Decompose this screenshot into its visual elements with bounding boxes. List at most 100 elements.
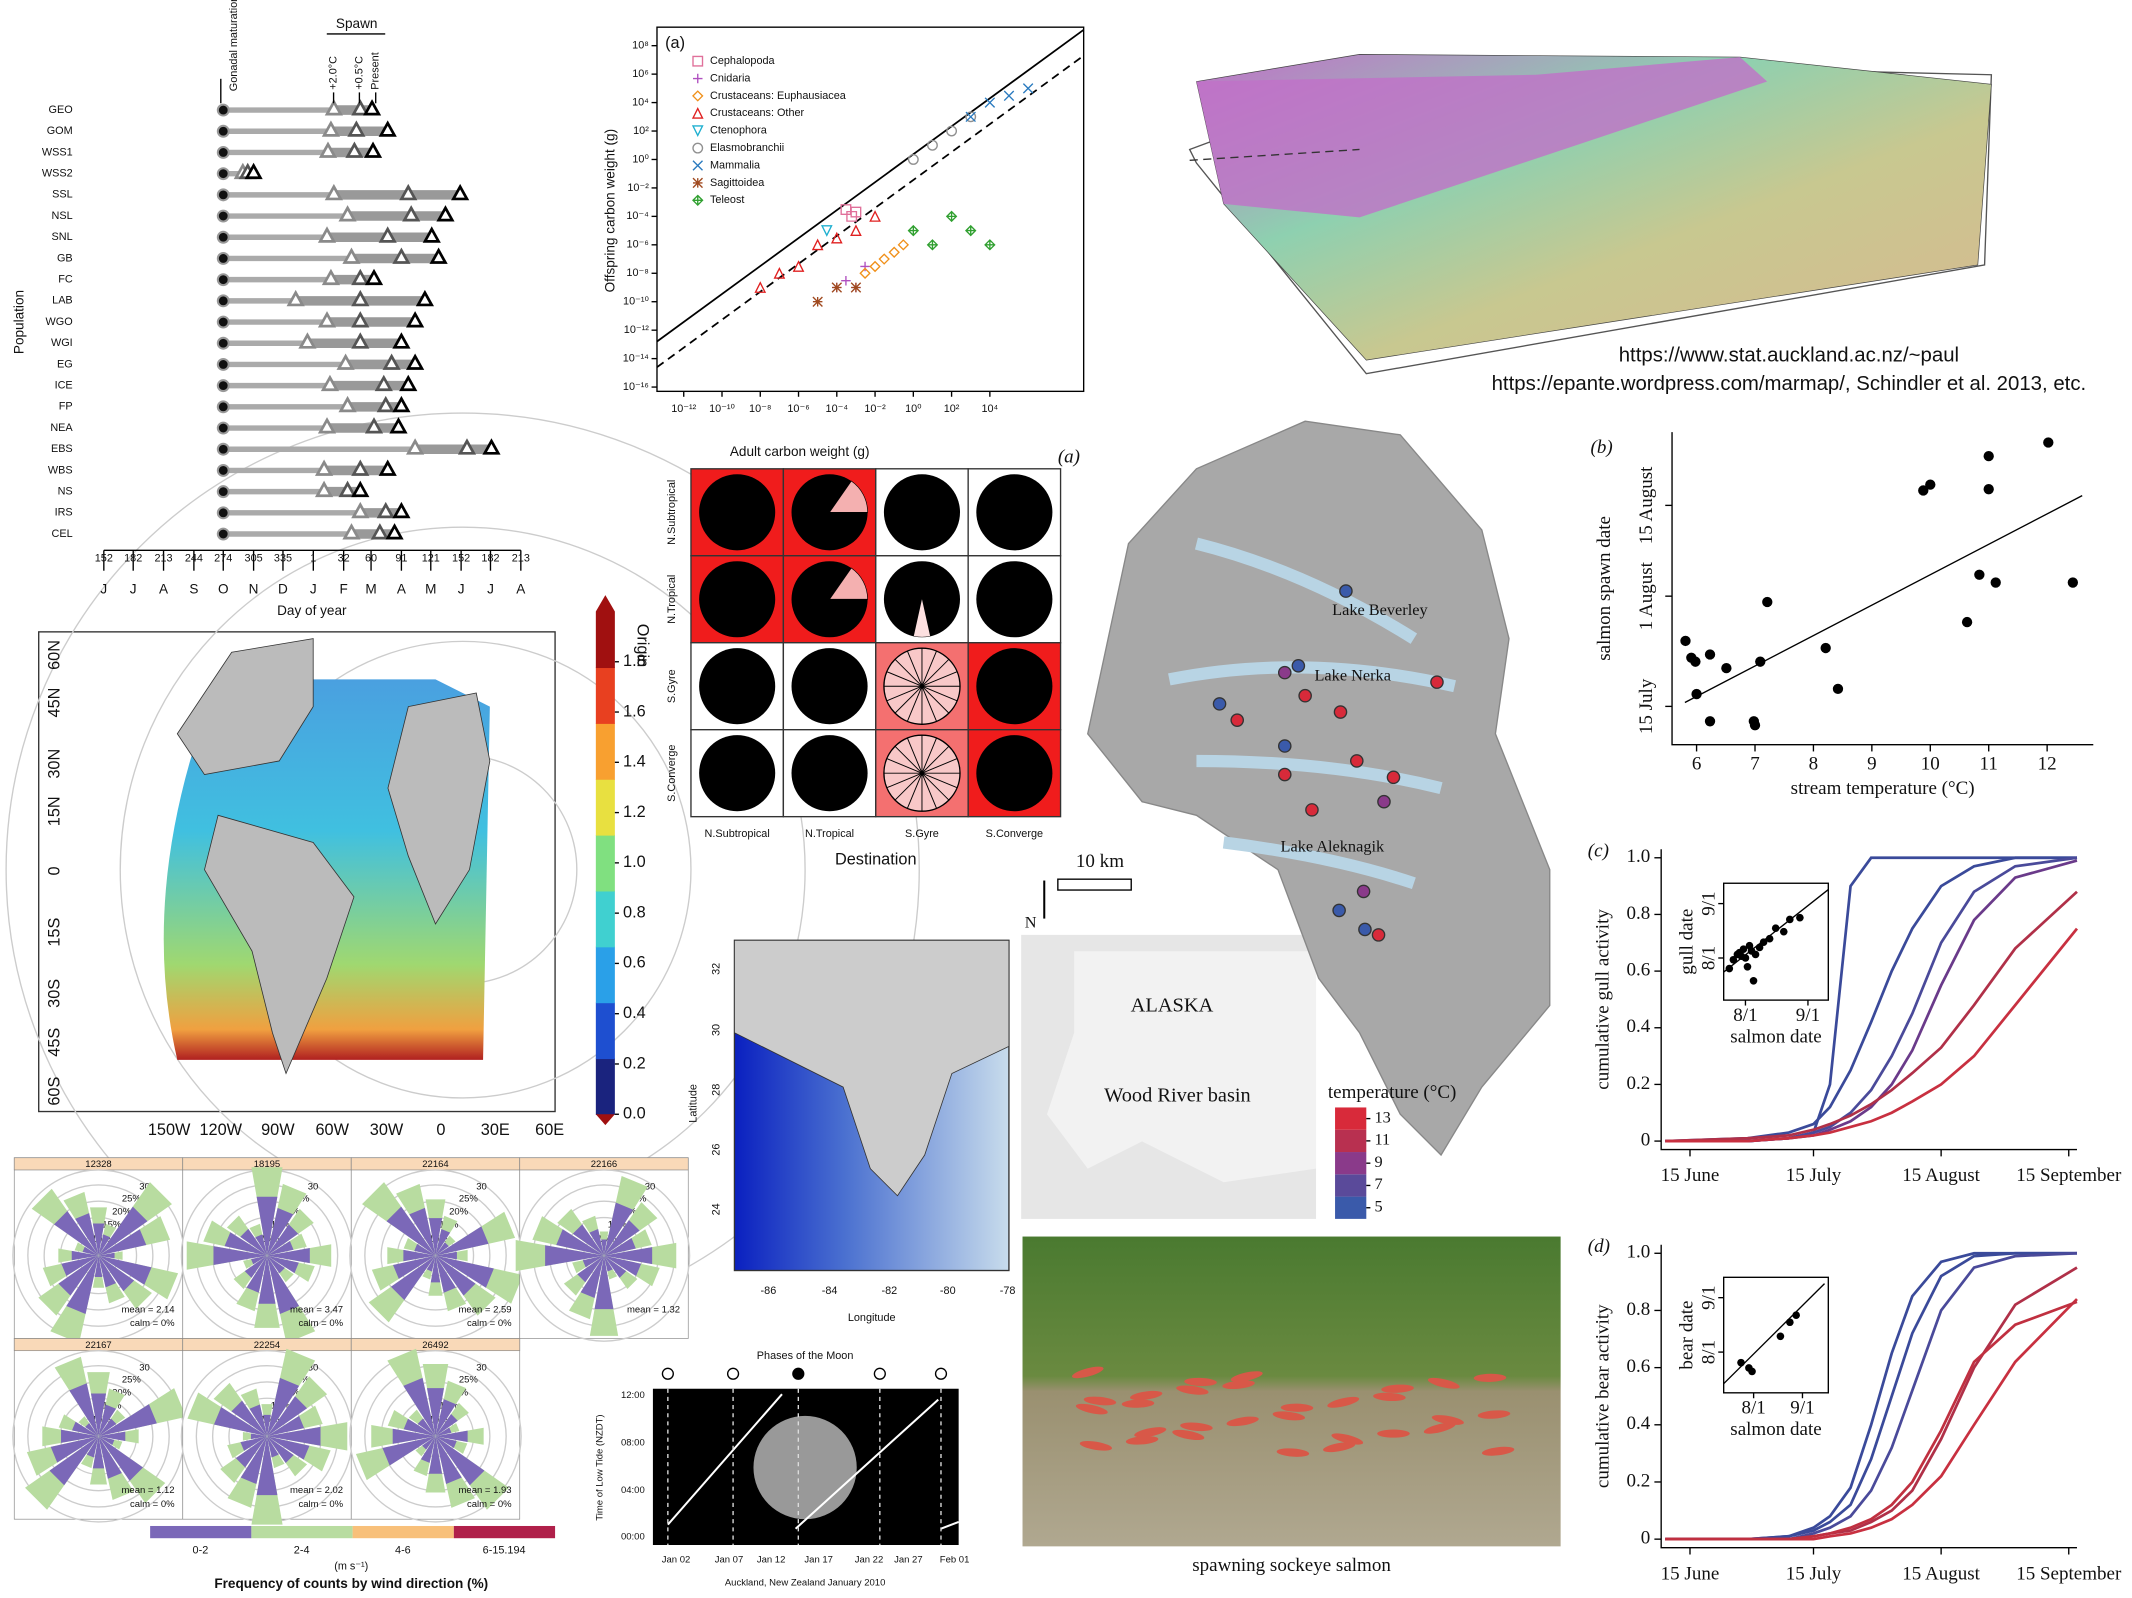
salmon (1272, 1411, 1306, 1421)
ring-label: 10% (597, 1234, 617, 1245)
x-tick-label: Feb 01 (940, 1554, 970, 1565)
y-tick-label: 0.6 (1627, 1356, 1651, 1377)
petal (577, 1255, 604, 1283)
petal (240, 1436, 267, 1485)
petal (435, 1436, 462, 1485)
petal (82, 1246, 99, 1256)
petal (594, 1255, 614, 1310)
y-tick-label: 10⁻⁴ (626, 210, 649, 222)
ring-label: 30 (139, 1362, 150, 1373)
petal (98, 1418, 117, 1437)
y-tick-label: 9/1 (1698, 891, 1719, 915)
y-tick-label: 0 (1641, 1129, 1651, 1150)
gonadal-dot (216, 209, 230, 223)
marker (965, 224, 977, 237)
petal (224, 1232, 267, 1256)
site (1277, 665, 1292, 680)
point (1704, 649, 1716, 660)
petal (435, 1226, 489, 1256)
spawn-triangle (376, 501, 395, 519)
salmon (1172, 1429, 1205, 1441)
petal (251, 1255, 267, 1265)
x-tick-label: 15 August (1902, 1165, 1980, 1186)
point (1762, 596, 1773, 608)
point (1779, 927, 1788, 936)
point (1751, 950, 1760, 959)
pie (883, 474, 961, 551)
petal (267, 1255, 299, 1274)
salmon (1121, 1399, 1155, 1408)
row-label: EBS (51, 443, 73, 455)
y-axis-title: cumulative gull activity (1592, 909, 1613, 1090)
row-label: WSS2 (42, 168, 73, 180)
petal (267, 1255, 285, 1274)
pie-spoke (921, 671, 958, 687)
petal (98, 1255, 152, 1285)
petal (240, 1228, 267, 1256)
marker (830, 231, 843, 244)
lon-label: 60E (535, 1121, 564, 1139)
spawn-triangle (345, 141, 364, 158)
petal (94, 1255, 103, 1277)
spawn-triangle (314, 480, 334, 498)
gonadal-dot (216, 167, 230, 181)
lon-label: 30E (481, 1121, 510, 1139)
x-tick-label: 10⁻⁸ (749, 403, 771, 415)
ring-label: 10% (92, 1415, 112, 1426)
petal (50, 1436, 99, 1463)
y-axis-title: Origin (634, 624, 652, 667)
rose-ring (43, 1200, 154, 1311)
petal (66, 1255, 99, 1314)
row-label: S.Converge (666, 745, 678, 802)
x-tick-label: -84 (822, 1285, 838, 1297)
y-tick-label: 32 (711, 963, 723, 975)
petal (409, 1207, 436, 1256)
month-label: J (130, 581, 137, 596)
inset-label: Wood River basin (1104, 1084, 1251, 1106)
spawn-triangle (385, 523, 404, 540)
col-label: S.Gyre (905, 828, 939, 840)
petal (256, 1196, 278, 1256)
gonadal-dot (216, 357, 230, 371)
site (1230, 713, 1245, 727)
legend-marker (691, 125, 704, 137)
x-tick-label: 8 (1809, 753, 1819, 774)
petal (403, 1249, 436, 1262)
lake (1168, 661, 1456, 693)
point (1749, 720, 1761, 731)
petal (435, 1399, 456, 1437)
spawn-triangle (457, 438, 477, 455)
watershed (1087, 420, 1551, 1157)
y-tick-label: 24 (711, 1203, 723, 1215)
y-tick-label: 13 (1374, 1107, 1390, 1126)
month-label: F (340, 581, 348, 596)
mean-label: mean = 3.47 (290, 1304, 343, 1315)
y-axis-title: Time of Low Tide (NZDT) (594, 1414, 605, 1520)
spawn-triangle (320, 374, 340, 392)
petal (392, 1428, 436, 1444)
x-tick-label: 305 (245, 552, 263, 564)
marker (888, 246, 900, 258)
calm-label: calm = 0% (467, 1318, 512, 1329)
spawn-triangle (389, 417, 408, 434)
spawn-triangle (364, 268, 384, 286)
site (1333, 705, 1348, 719)
inset-label: ALASKA (1131, 995, 1214, 1017)
point (1748, 1367, 1756, 1376)
lat-label: 30S (45, 979, 63, 1008)
y-tick-label: 9/1 (1698, 1286, 1719, 1310)
lake (1196, 754, 1443, 795)
spawn-triangle (436, 205, 455, 222)
calm-label: calm = 0% (298, 1499, 343, 1510)
panel-label: (a) (665, 34, 685, 52)
marker (878, 253, 890, 265)
fit-line (1723, 889, 1829, 973)
petal (267, 1415, 305, 1437)
petal (249, 1404, 267, 1437)
gonadal-dot (216, 485, 230, 499)
salmon (1184, 1377, 1217, 1387)
terrain-shelf (1196, 57, 1768, 218)
x-tick-label: 10⁻¹² (671, 403, 696, 415)
petal (422, 1436, 436, 1450)
ring-label: 30 (645, 1182, 656, 1193)
